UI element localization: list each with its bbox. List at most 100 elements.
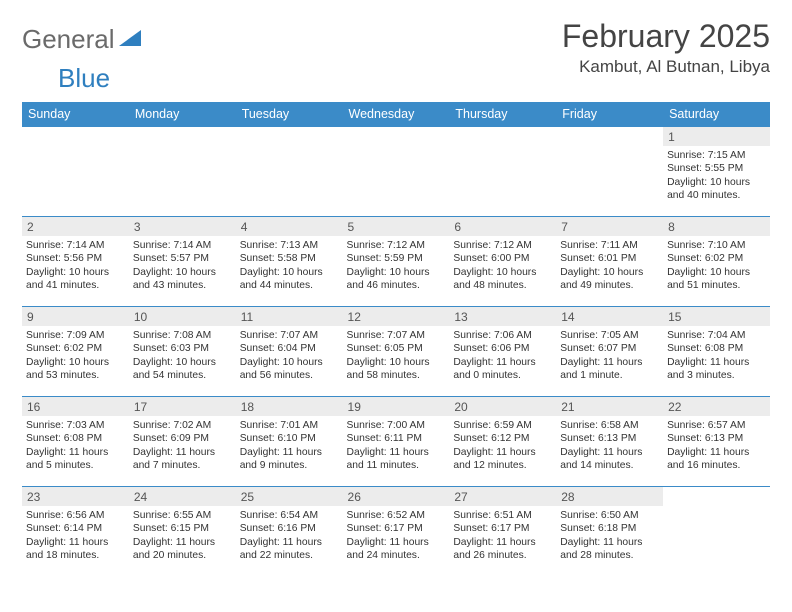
sunset-text: Sunset: 6:03 PM — [133, 342, 232, 355]
daylight-text: Daylight: 11 hours and 16 minutes. — [667, 446, 766, 473]
sunset-text: Sunset: 6:05 PM — [347, 342, 446, 355]
day-number: 3 — [129, 217, 236, 236]
day-number — [449, 127, 556, 146]
daylight-text: Daylight: 10 hours and 49 minutes. — [560, 266, 659, 293]
week-row: 1Sunrise: 7:15 AMSunset: 5:55 PMDaylight… — [22, 127, 770, 217]
day-number — [556, 127, 663, 146]
day-detail: Sunrise: 7:07 AMSunset: 6:04 PMDaylight:… — [236, 326, 343, 385]
day-cell: 13Sunrise: 7:06 AMSunset: 6:06 PMDayligh… — [449, 307, 556, 397]
day-cell — [449, 127, 556, 217]
sunset-text: Sunset: 5:56 PM — [26, 252, 125, 265]
day-cell: 26Sunrise: 6:52 AMSunset: 6:17 PMDayligh… — [343, 487, 450, 577]
day-cell: 15Sunrise: 7:04 AMSunset: 6:08 PMDayligh… — [663, 307, 770, 397]
day-header: Saturday — [663, 102, 770, 127]
day-cell: 12Sunrise: 7:07 AMSunset: 6:05 PMDayligh… — [343, 307, 450, 397]
day-number: 6 — [449, 217, 556, 236]
day-detail: Sunrise: 6:51 AMSunset: 6:17 PMDaylight:… — [449, 506, 556, 565]
sunset-text: Sunset: 6:11 PM — [347, 432, 446, 445]
day-cell — [129, 127, 236, 217]
sunrise-text: Sunrise: 7:08 AM — [133, 329, 232, 342]
brand-part1: General — [22, 24, 115, 55]
calendar-table: Sunday Monday Tuesday Wednesday Thursday… — [22, 102, 770, 577]
sunset-text: Sunset: 6:15 PM — [133, 522, 232, 535]
day-number: 11 — [236, 307, 343, 326]
sunset-text: Sunset: 6:02 PM — [26, 342, 125, 355]
day-cell: 22Sunrise: 6:57 AMSunset: 6:13 PMDayligh… — [663, 397, 770, 487]
sunrise-text: Sunrise: 6:56 AM — [26, 509, 125, 522]
daylight-text: Daylight: 10 hours and 56 minutes. — [240, 356, 339, 383]
day-detail: Sunrise: 7:14 AMSunset: 5:57 PMDaylight:… — [129, 236, 236, 295]
day-number: 15 — [663, 307, 770, 326]
day-cell: 24Sunrise: 6:55 AMSunset: 6:15 PMDayligh… — [129, 487, 236, 577]
sunset-text: Sunset: 6:16 PM — [240, 522, 339, 535]
day-detail: Sunrise: 7:05 AMSunset: 6:07 PMDaylight:… — [556, 326, 663, 385]
sunrise-text: Sunrise: 7:04 AM — [667, 329, 766, 342]
daylight-text: Daylight: 11 hours and 14 minutes. — [560, 446, 659, 473]
day-detail: Sunrise: 7:01 AMSunset: 6:10 PMDaylight:… — [236, 416, 343, 475]
day-detail: Sunrise: 6:54 AMSunset: 6:16 PMDaylight:… — [236, 506, 343, 565]
day-detail: Sunrise: 7:04 AMSunset: 6:08 PMDaylight:… — [663, 326, 770, 385]
day-cell: 25Sunrise: 6:54 AMSunset: 6:16 PMDayligh… — [236, 487, 343, 577]
day-number — [129, 127, 236, 146]
day-cell: 20Sunrise: 6:59 AMSunset: 6:12 PMDayligh… — [449, 397, 556, 487]
sunrise-text: Sunrise: 7:00 AM — [347, 419, 446, 432]
week-row: 2Sunrise: 7:14 AMSunset: 5:56 PMDaylight… — [22, 217, 770, 307]
day-number: 22 — [663, 397, 770, 416]
sunset-text: Sunset: 6:06 PM — [453, 342, 552, 355]
daylight-text: Daylight: 10 hours and 41 minutes. — [26, 266, 125, 293]
daylight-text: Daylight: 11 hours and 20 minutes. — [133, 536, 232, 563]
day-header: Wednesday — [343, 102, 450, 127]
sunset-text: Sunset: 5:58 PM — [240, 252, 339, 265]
sunrise-text: Sunrise: 7:14 AM — [26, 239, 125, 252]
daylight-text: Daylight: 11 hours and 9 minutes. — [240, 446, 339, 473]
sunrise-text: Sunrise: 7:06 AM — [453, 329, 552, 342]
sunrise-text: Sunrise: 7:02 AM — [133, 419, 232, 432]
day-number: 7 — [556, 217, 663, 236]
day-detail: Sunrise: 7:03 AMSunset: 6:08 PMDaylight:… — [22, 416, 129, 475]
sunrise-text: Sunrise: 7:10 AM — [667, 239, 766, 252]
sunrise-text: Sunrise: 6:58 AM — [560, 419, 659, 432]
day-detail: Sunrise: 7:12 AMSunset: 6:00 PMDaylight:… — [449, 236, 556, 295]
week-row: 16Sunrise: 7:03 AMSunset: 6:08 PMDayligh… — [22, 397, 770, 487]
daylight-text: Daylight: 11 hours and 3 minutes. — [667, 356, 766, 383]
sunset-text: Sunset: 6:14 PM — [26, 522, 125, 535]
day-cell: 1Sunrise: 7:15 AMSunset: 5:55 PMDaylight… — [663, 127, 770, 217]
day-cell: 11Sunrise: 7:07 AMSunset: 6:04 PMDayligh… — [236, 307, 343, 397]
sunrise-text: Sunrise: 7:09 AM — [26, 329, 125, 342]
day-cell: 17Sunrise: 7:02 AMSunset: 6:09 PMDayligh… — [129, 397, 236, 487]
sunset-text: Sunset: 5:57 PM — [133, 252, 232, 265]
sunrise-text: Sunrise: 6:54 AM — [240, 509, 339, 522]
sunset-text: Sunset: 6:17 PM — [453, 522, 552, 535]
daylight-text: Daylight: 11 hours and 12 minutes. — [453, 446, 552, 473]
sunrise-text: Sunrise: 7:12 AM — [453, 239, 552, 252]
sunrise-text: Sunrise: 7:05 AM — [560, 329, 659, 342]
day-number: 25 — [236, 487, 343, 506]
day-number: 28 — [556, 487, 663, 506]
day-number: 23 — [22, 487, 129, 506]
sunset-text: Sunset: 6:00 PM — [453, 252, 552, 265]
sunset-text: Sunset: 6:01 PM — [560, 252, 659, 265]
day-detail: Sunrise: 6:55 AMSunset: 6:15 PMDaylight:… — [129, 506, 236, 565]
day-detail: Sunrise: 7:09 AMSunset: 6:02 PMDaylight:… — [22, 326, 129, 385]
daylight-text: Daylight: 10 hours and 54 minutes. — [133, 356, 232, 383]
day-cell: 21Sunrise: 6:58 AMSunset: 6:13 PMDayligh… — [556, 397, 663, 487]
daylight-text: Daylight: 10 hours and 48 minutes. — [453, 266, 552, 293]
day-cell: 5Sunrise: 7:12 AMSunset: 5:59 PMDaylight… — [343, 217, 450, 307]
sunrise-text: Sunrise: 6:52 AM — [347, 509, 446, 522]
day-cell: 3Sunrise: 7:14 AMSunset: 5:57 PMDaylight… — [129, 217, 236, 307]
day-detail: Sunrise: 7:06 AMSunset: 6:06 PMDaylight:… — [449, 326, 556, 385]
day-detail: Sunrise: 7:13 AMSunset: 5:58 PMDaylight:… — [236, 236, 343, 295]
sunset-text: Sunset: 6:18 PM — [560, 522, 659, 535]
day-number: 27 — [449, 487, 556, 506]
day-detail: Sunrise: 7:14 AMSunset: 5:56 PMDaylight:… — [22, 236, 129, 295]
day-cell: 4Sunrise: 7:13 AMSunset: 5:58 PMDaylight… — [236, 217, 343, 307]
daylight-text: Daylight: 11 hours and 0 minutes. — [453, 356, 552, 383]
sunset-text: Sunset: 6:13 PM — [560, 432, 659, 445]
sunset-text: Sunset: 6:12 PM — [453, 432, 552, 445]
sunrise-text: Sunrise: 7:03 AM — [26, 419, 125, 432]
sunrise-text: Sunrise: 7:07 AM — [347, 329, 446, 342]
day-header: Friday — [556, 102, 663, 127]
sunset-text: Sunset: 5:59 PM — [347, 252, 446, 265]
day-cell: 18Sunrise: 7:01 AMSunset: 6:10 PMDayligh… — [236, 397, 343, 487]
sunrise-text: Sunrise: 6:51 AM — [453, 509, 552, 522]
